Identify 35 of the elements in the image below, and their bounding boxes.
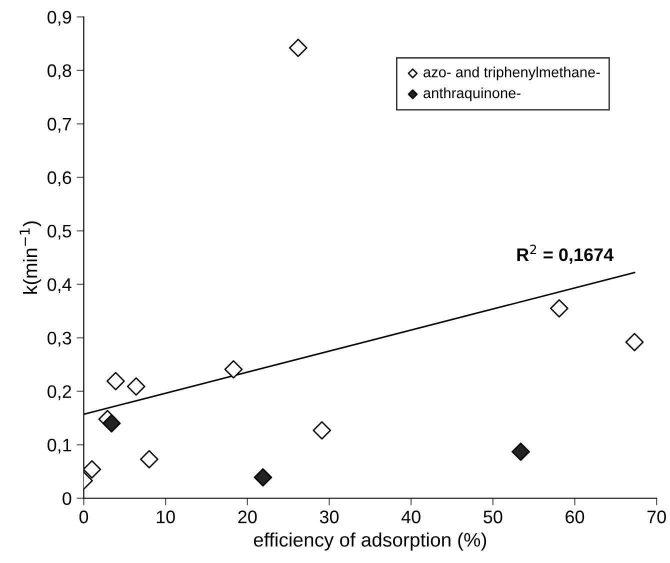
x-tick-label: 20	[238, 510, 257, 524]
point	[224, 360, 243, 379]
y-tick-label: 0,9	[48, 10, 72, 26]
annotation: R$^{2}$ = 0,1674	[517, 244, 614, 264]
x-tick-label: 60	[566, 510, 584, 524]
point	[312, 421, 332, 440]
y-axis-title: k(min$^{−1}$)	[20, 221, 42, 294]
point	[106, 372, 125, 390]
point	[126, 377, 146, 396]
legend-label: azo- and triphenylmethane-	[424, 66, 600, 80]
y-tick-label: 0,8	[48, 64, 72, 80]
point	[625, 332, 644, 352]
x-tick-label: 70	[647, 510, 666, 524]
x-axis-title: efficiency of adsorption (%)	[254, 532, 486, 551]
point	[102, 414, 121, 433]
point	[254, 468, 272, 487]
y-tick-label: 0,7	[48, 118, 72, 133]
legend-label: anthraquinone-	[424, 88, 520, 102]
point	[550, 299, 568, 318]
point	[288, 38, 308, 58]
point	[140, 450, 158, 468]
y-tick-label: 0	[62, 492, 72, 505]
x-tick-label: 10	[156, 510, 175, 524]
y-tick-label: 0,1	[48, 438, 72, 454]
point	[84, 460, 102, 479]
y-tick-label: 0,4	[48, 278, 72, 294]
x-tick-label: 50	[484, 510, 502, 524]
x-tick-label: 30	[320, 510, 339, 524]
y-tick-label: 0,6	[48, 171, 72, 186]
x-tick-label: 0	[79, 510, 88, 524]
x-tick-label: 40	[401, 510, 420, 524]
y-tick-label: 0,3	[48, 332, 72, 347]
y-tick-label: 0,5	[48, 224, 72, 240]
y-tick-label: 0,2	[48, 385, 72, 400]
point	[512, 442, 530, 461]
